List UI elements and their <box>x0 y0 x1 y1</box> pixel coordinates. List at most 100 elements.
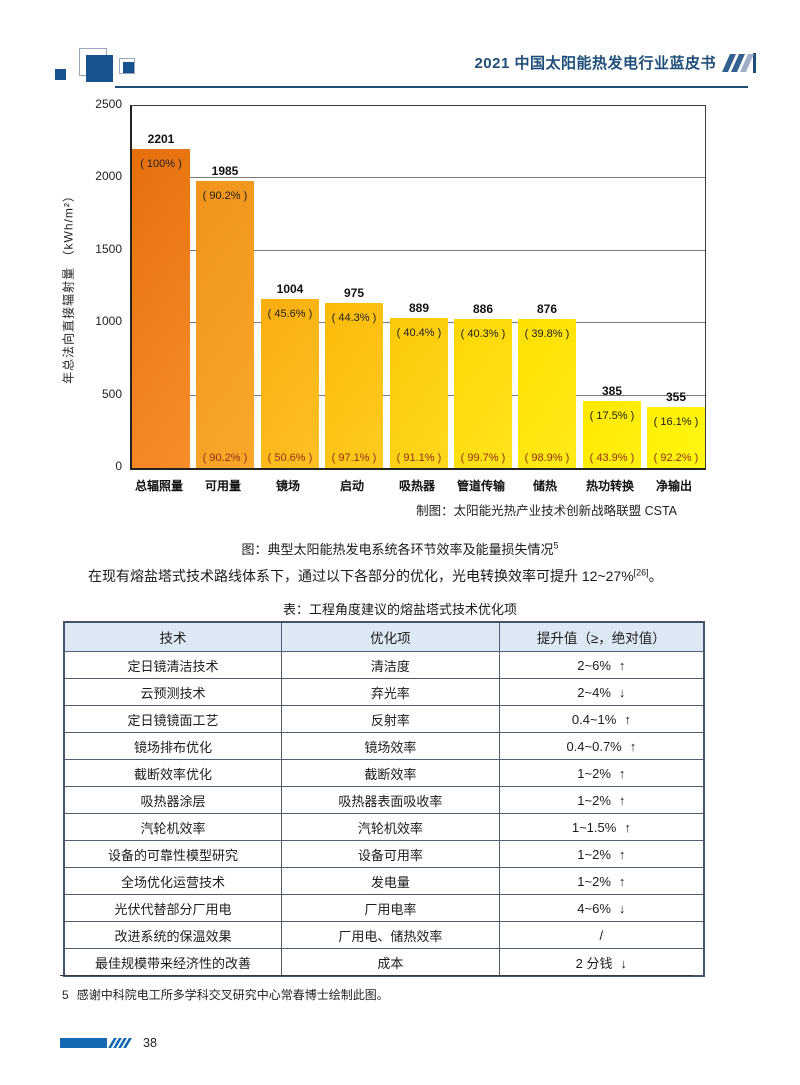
y-axis-tick-label: 500 <box>101 387 122 401</box>
table-row: 定日镜清洁技术 清洁度 2~6% ↑ <box>63 651 705 679</box>
table-row: 汽轮机效率 汽轮机效率 1~1.5% ↑ <box>63 813 705 841</box>
bar-percent-of-total-label: ( 90.2% ) <box>202 190 248 202</box>
arrow-down-icon: ↓ <box>618 900 626 916</box>
bar-value-label: 876 <box>536 302 558 316</box>
chart-bar <box>454 319 512 468</box>
table-caption: 表：工程角度建议的熔盐塔式技术优化项 <box>282 602 517 617</box>
bar-value-label: 2201 <box>147 132 175 146</box>
x-axis-category-label: 镜场 <box>275 479 300 493</box>
y-axis-tick-label: 0 <box>115 459 122 473</box>
plot-area: 2201 ( 100% ) 1985 ( 90.2% ) ( 90.2% ) 1004 ( … <box>130 105 706 470</box>
table-cell: 吸热器表面吸收率 <box>281 786 500 814</box>
table-cell-value: 1~1.5% ↑ <box>498 813 705 841</box>
figure-caption: 图：典型太阳能热发电系统各环节效率及能量损失情况5 <box>0 539 800 558</box>
bar-stage-efficiency-label: ( 92.2% ) <box>653 452 699 464</box>
bar-percent-of-total-label: ( 44.3% ) <box>331 312 377 324</box>
x-axis-category-label: 吸热器 <box>398 479 435 493</box>
table-cell: 厂用电率 <box>281 894 500 922</box>
y-axis-label: 年总法向直接辐射量 （kWh/m²） <box>61 189 76 384</box>
bar-percent-of-total-label: ( 39.8% ) <box>524 328 570 340</box>
table-cell: 云预测技术 <box>63 678 283 706</box>
table-row: 光伏代替部分厂用电 厂用电率 4~6% ↓ <box>63 894 705 922</box>
page-header: 2021 中国太阳能热发电行业蓝皮书 <box>474 52 756 73</box>
table-body: 定日镜清洁技术 清洁度 2~6% ↑ 云预测技术 弃光率 2~4% ↓ 定日镜镜面工艺 反射率 0.… <box>63 651 705 977</box>
bar-value-label: 355 <box>665 390 687 404</box>
x-axis-category-label: 储热 <box>532 479 557 493</box>
bar-percent-of-total-label: ( 45.6% ) <box>267 308 313 320</box>
arrow-down-icon: ↓ <box>620 955 628 971</box>
publisher-logo-icon <box>55 47 145 89</box>
arrow-up-icon: ↑ <box>629 738 637 754</box>
x-axis-category-label: 热功转换 <box>585 479 634 493</box>
arrow-up-icon: ↑ <box>618 657 626 673</box>
column-header: 技术 <box>63 621 283 652</box>
table-row: 设备的可靠性模型研究 设备可用率 1~2% ↑ <box>63 840 705 868</box>
logo-square-outline-small <box>119 58 135 74</box>
chart-bar <box>132 149 190 468</box>
arrow-up-icon: ↑ <box>618 846 626 862</box>
footer-bar-icon <box>60 1038 107 1048</box>
column-header: 优化项 <box>281 621 500 652</box>
arrow-up-icon: ↑ <box>618 792 626 808</box>
chart-bar <box>390 318 448 468</box>
x-axis-category-label: 启动 <box>339 479 364 493</box>
paragraph-text: 在现有熔盐塔式技术路线体系下，通过以下各部分的优化，光电转换效率可提升 12~2… <box>88 568 634 584</box>
table-row: 吸热器涂层 吸热器表面吸收率 1~2% ↑ <box>63 786 705 814</box>
table-cell-value: 2~6% ↑ <box>498 651 705 679</box>
bar-percent-of-total-label: ( 40.3% ) <box>460 328 506 340</box>
body-paragraph: 在现有熔盐塔式技术路线体系下，通过以下各部分的优化，光电转换效率可提升 12~2… <box>60 566 744 587</box>
chart-bar <box>518 319 576 468</box>
table-cell: 改进系统的保温效果 <box>63 921 283 949</box>
table-cell: 反射率 <box>281 705 500 733</box>
table-cell: 设备的可靠性模型研究 <box>63 840 283 868</box>
y-axis-tick-label: 2000 <box>95 169 122 183</box>
table-cell: 汽轮机效率 <box>63 813 283 841</box>
table-cell: 定日镜镜面工艺 <box>63 705 283 733</box>
table-cell-value: 4~6% ↓ <box>498 894 705 922</box>
bar-value-label: 385 <box>601 384 623 398</box>
chart-source-credit: 制图：太阳能光热产业技术创新战略联盟 CSTA <box>416 504 677 518</box>
table-cell: 镜场效率 <box>281 732 500 760</box>
paragraph-period: 。 <box>648 568 663 584</box>
y-axis-tick-label: 1000 <box>95 314 122 328</box>
bar-percent-of-total-label: ( 40.4% ) <box>396 327 442 339</box>
chart-bar <box>583 401 641 468</box>
header-endbar-icon <box>753 52 756 73</box>
table-cell: 设备可用率 <box>281 840 500 868</box>
table-row: 云预测技术 弃光率 2~4% ↓ <box>63 678 705 706</box>
header-divider <box>115 86 748 88</box>
table-cell: 最佳规模带来经济性的改善 <box>63 948 283 977</box>
bar-stage-efficiency-label: ( 99.7% ) <box>460 452 506 464</box>
bar-percent-of-total-label: ( 17.5% ) <box>589 410 635 422</box>
gridline <box>132 250 705 251</box>
table-cell: 汽轮机效率 <box>281 813 500 841</box>
header-slashes-icon <box>721 52 756 73</box>
table-row: 定日镜镜面工艺 反射率 0.4~1% ↑ <box>63 705 705 733</box>
bar-stage-efficiency-label: ( 90.2% ) <box>202 452 248 464</box>
footnote-divider <box>60 975 694 976</box>
table-cell-value: 1~2% ↑ <box>498 867 705 895</box>
table-cell-value: 1~2% ↑ <box>498 786 705 814</box>
bar-stage-efficiency-label: ( 50.6% ) <box>267 452 313 464</box>
table-cell-value: 2~4% ↓ <box>498 678 705 706</box>
bar-value-label: 975 <box>343 286 365 300</box>
table-row: 改进系统的保温效果 厂用电、储热效率 / <box>63 921 705 949</box>
table-cell-value: 1~2% ↑ <box>498 840 705 868</box>
table-cell: 发电量 <box>281 867 500 895</box>
table-cell: 光伏代替部分厂用电 <box>63 894 283 922</box>
chart-bar <box>647 407 705 468</box>
arrow-up-icon: ↑ <box>618 765 626 781</box>
bar-value-label: 1985 <box>211 164 239 178</box>
footer-slashes-icon <box>108 1038 132 1048</box>
logo-square-large <box>86 55 113 82</box>
bar-value-label: 1004 <box>276 282 304 296</box>
bar-percent-of-total-label: ( 16.1% ) <box>653 416 699 428</box>
bar-percent-of-total-label: ( 100% ) <box>140 158 182 170</box>
arrow-up-icon: ↑ <box>624 819 631 835</box>
x-axis-category-label: 净输出 <box>655 479 692 493</box>
citation-reference: [26] <box>633 567 649 578</box>
logo-square-right <box>123 62 134 73</box>
table-row: 镜场排布优化 镜场效率 0.4~0.7% ↑ <box>63 732 705 760</box>
page-footer: 38 <box>60 1036 157 1050</box>
